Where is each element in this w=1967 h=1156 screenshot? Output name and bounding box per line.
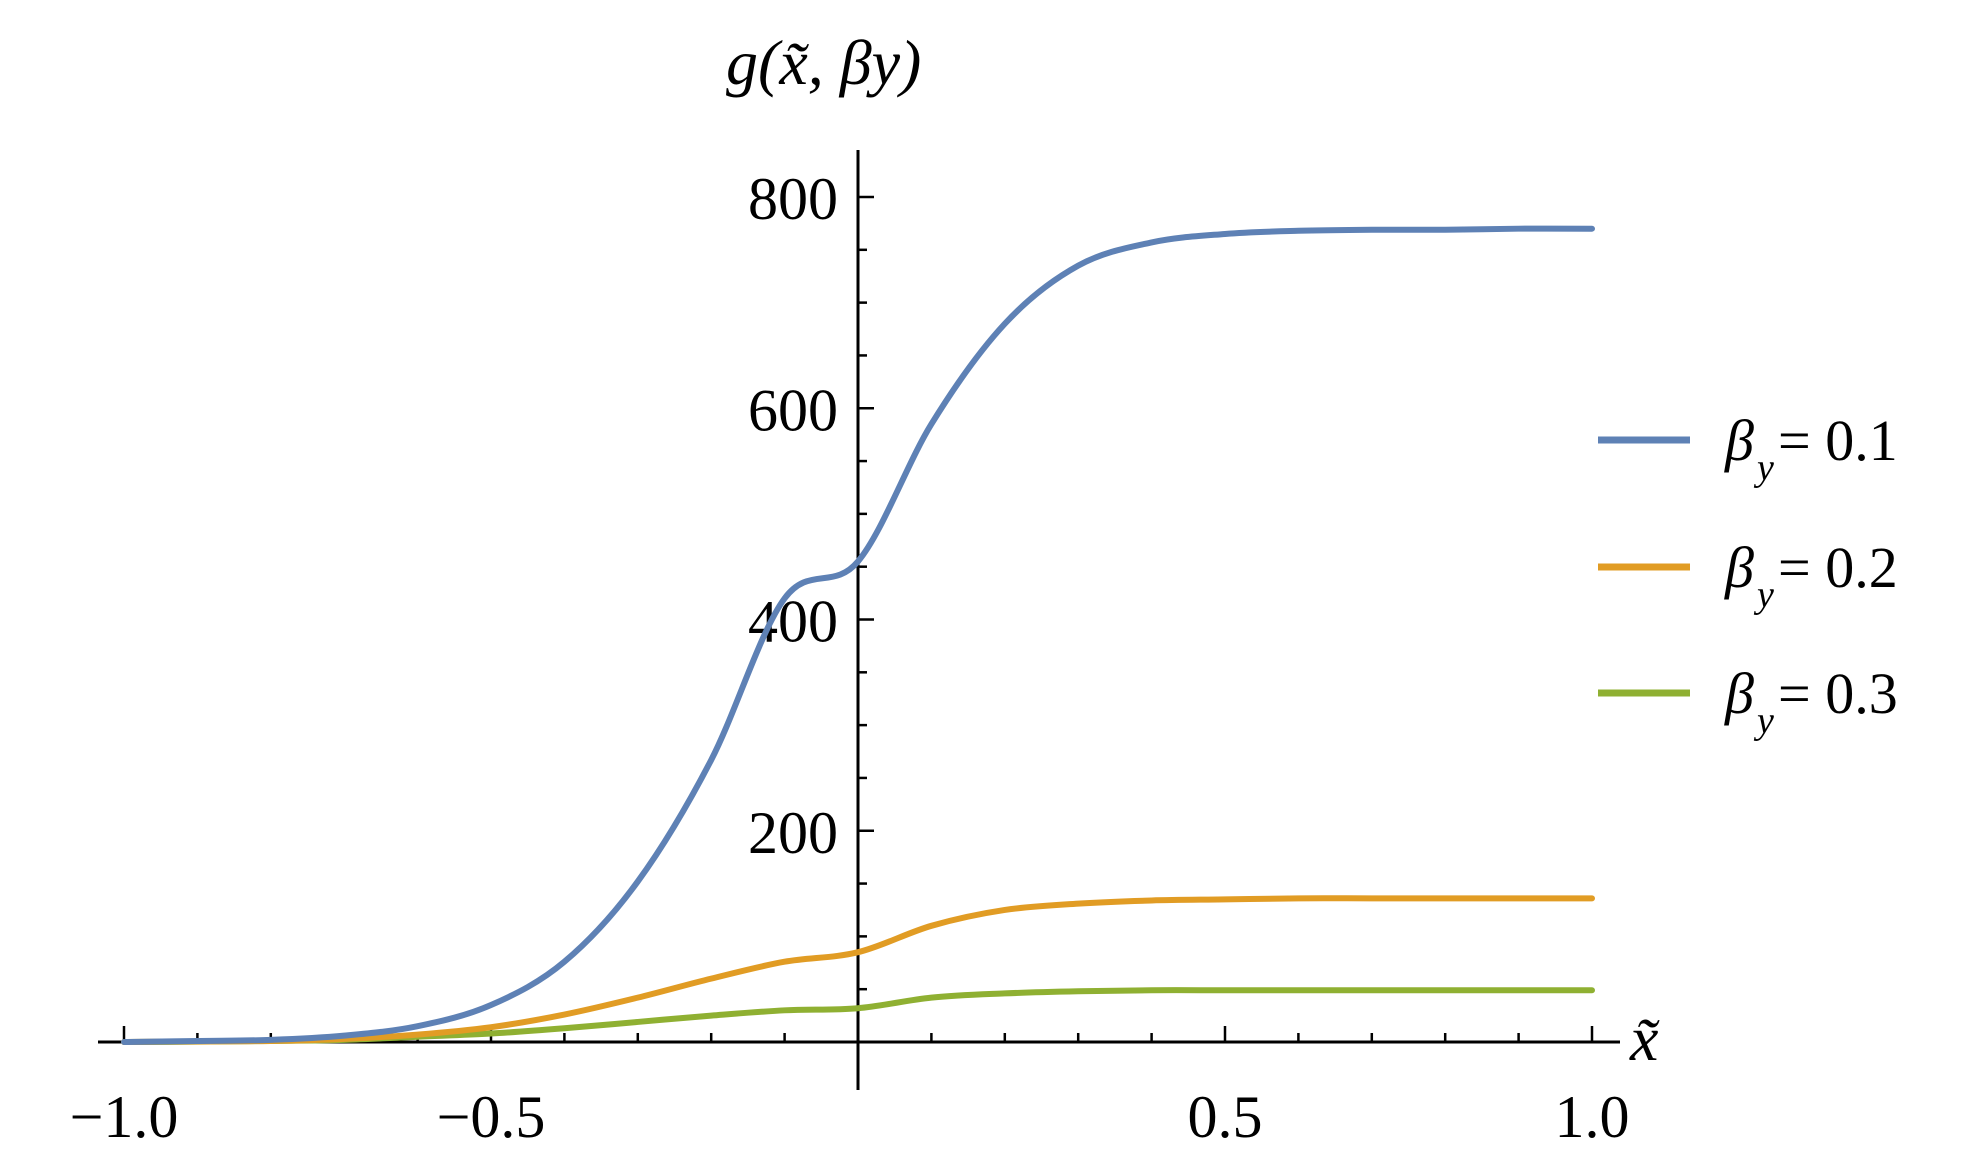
legend-item-1: β y = 0.1 — [1598, 408, 1898, 489]
y-tick-label: 200 — [748, 800, 838, 866]
x-tick-label: 0.5 — [1188, 1084, 1263, 1150]
x-tick-label: 1.0 — [1555, 1084, 1630, 1150]
x-tick-label: −1.0 — [70, 1084, 179, 1150]
legend-subscript: y — [1753, 447, 1774, 489]
legend-label: = 0.3 — [1778, 661, 1898, 726]
legend-beta-symbol: β — [1724, 661, 1754, 726]
legend: β y = 0.1β y = 0.2β y = 0.3 — [1598, 408, 1898, 742]
legend-item-3: β y = 0.3 — [1598, 661, 1898, 742]
legend-label: = 0.1 — [1778, 408, 1898, 473]
series-line-1 — [121, 225, 1595, 1045]
legend-beta-symbol: β — [1724, 408, 1754, 473]
legend-label: = 0.2 — [1778, 535, 1898, 600]
y-axis-title: g(x̃, βy) — [726, 27, 921, 98]
legend-beta-symbol: β — [1724, 535, 1754, 600]
series-layer — [121, 225, 1595, 1045]
x-tick-label: −0.5 — [437, 1084, 546, 1150]
legend-subscript: y — [1753, 700, 1774, 742]
series-line-2 — [121, 895, 1595, 1045]
legend-item-2: β y = 0.2 — [1598, 535, 1898, 616]
y-tick-label: 800 — [748, 166, 838, 232]
x-axis-title: x̃ — [1629, 1003, 1660, 1074]
y-tick-label: 600 — [748, 377, 838, 443]
legend-subscript: y — [1753, 574, 1774, 616]
